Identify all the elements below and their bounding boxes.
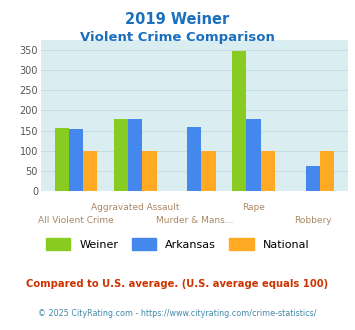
Text: Murder & Mans...: Murder & Mans... bbox=[156, 216, 233, 225]
Bar bbox=[232, 51, 246, 191]
Bar bbox=[201, 151, 215, 191]
Bar bbox=[128, 118, 142, 191]
Bar bbox=[83, 151, 97, 191]
Bar bbox=[306, 166, 320, 191]
Bar bbox=[261, 151, 275, 191]
Bar bbox=[114, 119, 128, 191]
Text: Rape: Rape bbox=[242, 203, 265, 212]
Text: Compared to U.S. average. (U.S. average equals 100): Compared to U.S. average. (U.S. average … bbox=[26, 279, 329, 289]
Text: All Violent Crime: All Violent Crime bbox=[38, 216, 114, 225]
Text: Robbery: Robbery bbox=[294, 216, 332, 225]
Text: Aggravated Assault: Aggravated Assault bbox=[91, 203, 180, 212]
Bar bbox=[142, 151, 157, 191]
Text: © 2025 CityRating.com - https://www.cityrating.com/crime-statistics/: © 2025 CityRating.com - https://www.city… bbox=[38, 309, 317, 317]
Legend: Weiner, Arkansas, National: Weiner, Arkansas, National bbox=[46, 238, 309, 250]
Text: 2019 Weiner: 2019 Weiner bbox=[125, 12, 230, 26]
Bar bbox=[55, 128, 69, 191]
Bar bbox=[320, 151, 334, 191]
Text: Violent Crime Comparison: Violent Crime Comparison bbox=[80, 31, 275, 44]
Bar bbox=[69, 129, 83, 191]
Bar bbox=[187, 127, 201, 191]
Bar bbox=[246, 118, 261, 191]
